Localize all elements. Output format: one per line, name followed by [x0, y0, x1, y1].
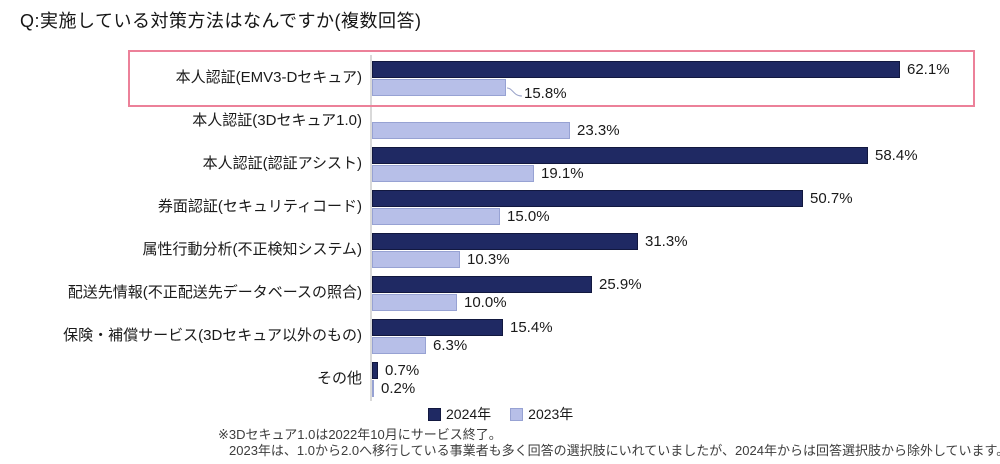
value-label: 0.2% — [381, 380, 416, 397]
chart-title: Q:実施している対策方法はなんですか(複数回答) — [20, 11, 422, 31]
bar-2023年 — [372, 122, 570, 139]
bar-2024年 — [372, 61, 900, 78]
value-label: 10.0% — [464, 294, 507, 311]
chart-row: 本人認証(EMV3-Dセキュア) 62.1% 15.8% — [0, 56, 1000, 102]
footnote-line-2: 2023年は、1.0から2.0へ移行している事業者も多く回答の選択肢にいれていま… — [229, 443, 1000, 458]
value-label: 25.9% — [599, 276, 642, 293]
value-label: 15.4% — [510, 319, 553, 336]
chart-row: 保険・補償サービス(3Dセキュア以外のもの) 15.4% 6.3% — [0, 314, 1000, 357]
category-label: 属性行動分析(不正検知システム) — [142, 241, 362, 258]
category-label: 配送先情報(不正配送先データベースの照合) — [67, 284, 362, 301]
bar-2023年 — [372, 294, 457, 311]
category-label: 本人認証(3Dセキュア1.0) — [192, 112, 362, 129]
category-label: 保険・補償サービス(3Dセキュア以外のもの) — [63, 327, 362, 344]
legend: 2024年 2023年 — [428, 404, 573, 424]
chart-row: 本人認証(3Dセキュア1.0) 23.3% — [0, 99, 1000, 142]
value-label: 62.1% — [907, 61, 950, 78]
value-label: 15.8% — [524, 85, 567, 102]
category-label: 本人認証(認証アシスト) — [202, 155, 362, 172]
bar-2024年 — [372, 147, 868, 164]
legend-swatch-icon — [428, 407, 441, 421]
value-label: 50.7% — [810, 190, 853, 207]
chart-row: その他 0.7% 0.2% — [0, 357, 1000, 400]
category-label: 券面認証(セキュリティコード) — [157, 198, 362, 215]
value-label: 15.0% — [507, 208, 550, 225]
legend-item: 2023年 — [510, 404, 573, 424]
footnote-line-1: ※3Dセキュア1.0は2022年10月にサービス終了。 — [218, 427, 502, 442]
value-label: 31.3% — [645, 233, 688, 250]
chart-row: 券面認証(セキュリティコード) 50.7% 15.0% — [0, 185, 1000, 228]
legend-label: 2023年 — [528, 406, 574, 422]
bar-2024年 — [372, 362, 378, 379]
bar-2023年 — [372, 165, 534, 182]
bar-2023年 — [372, 380, 374, 397]
bar-2024年 — [372, 233, 638, 250]
value-label: 0.7% — [385, 362, 420, 379]
legend-label: 2024年 — [446, 406, 492, 422]
chart-row: 本人認証(認証アシスト) 58.4% 19.1% — [0, 142, 1000, 185]
category-label: その他 — [316, 370, 362, 387]
chart-row: 配送先情報(不正配送先データベースの照合) 25.9% 10.0% — [0, 271, 1000, 314]
bar-2024年 — [372, 276, 592, 293]
bar-2023年 — [372, 337, 426, 354]
legend-swatch-icon — [510, 407, 524, 421]
axis-baseline — [370, 55, 372, 401]
bar-2024年 — [372, 319, 503, 336]
category-label: 本人認証(EMV3-Dセキュア) — [175, 69, 362, 86]
value-label: 19.1% — [541, 165, 584, 182]
bar-2023年 — [372, 79, 506, 96]
value-label: 23.3% — [577, 122, 620, 139]
bar-2023年 — [372, 208, 500, 225]
bar-2024年 — [372, 190, 803, 207]
value-label: 6.3% — [433, 337, 468, 354]
leader-line — [506, 87, 523, 97]
bar-2023年 — [372, 251, 460, 268]
value-label: 10.3% — [467, 251, 510, 268]
legend-item: 2024年 — [428, 404, 491, 424]
footnote: ※3Dセキュア1.0は2022年10月にサービス終了。 2023年は、1.0から… — [218, 427, 1000, 459]
value-label: 58.4% — [875, 147, 918, 164]
chart-plot-area: 本人認証(EMV3-Dセキュア) 62.1% 15.8% 本人認証(3Dセキュア1.0… — [0, 56, 1000, 400]
chart-row: 属性行動分析(不正検知システム) 31.3% 10.3% — [0, 228, 1000, 271]
